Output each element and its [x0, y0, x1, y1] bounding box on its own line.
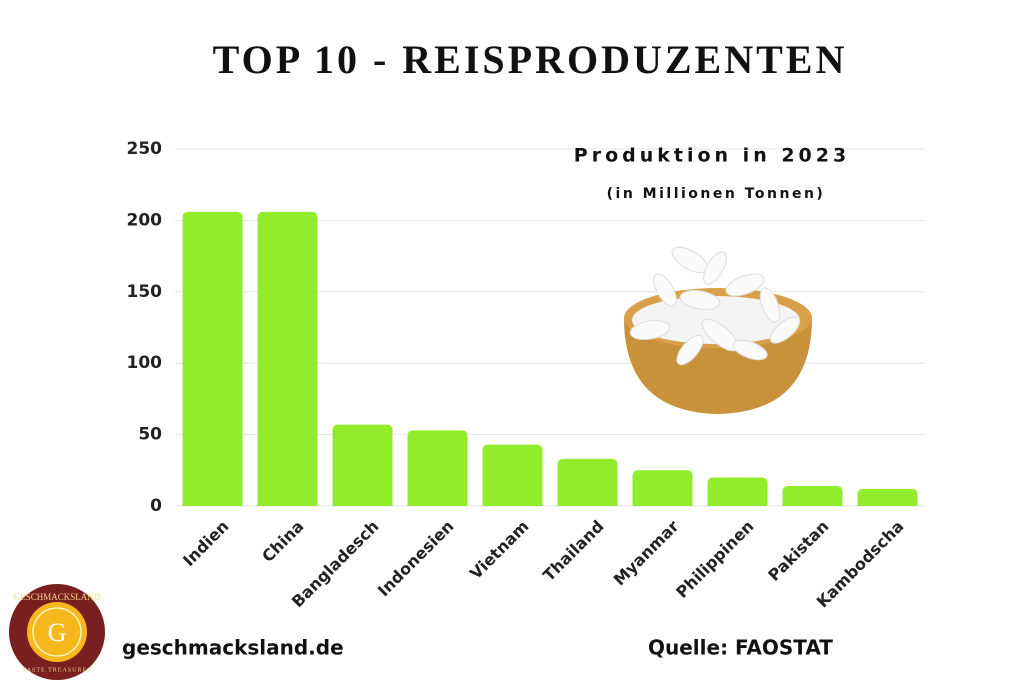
y-tick-label: 150	[127, 282, 163, 302]
chart-title: TOP 10 - REISPRODUZENTEN	[213, 37, 848, 82]
y-tick-label: 100	[127, 353, 163, 373]
x-tick-label: Pakistan	[764, 517, 832, 585]
source: Quelle: FAOSTAT	[648, 636, 833, 660]
rice-bowl	[624, 246, 812, 414]
logo: G GESCHMACKSLAND TASTE TREASURES	[9, 584, 105, 680]
x-tick-label: China	[258, 517, 307, 566]
chart-subtitle: Produktion in 2023	[574, 145, 850, 167]
y-tick-label: 0	[150, 496, 162, 516]
x-tick-label: Indonesien	[374, 517, 458, 601]
bar	[332, 424, 393, 506]
bar	[482, 444, 543, 506]
x-tick-label: Indien	[179, 517, 232, 570]
logo-letter: G	[48, 618, 67, 647]
bar	[182, 211, 243, 506]
x-tick-label: Thailand	[539, 517, 607, 585]
y-tick-label: 250	[127, 139, 163, 159]
bar	[782, 486, 843, 506]
bar	[557, 458, 618, 506]
unit-note: (in Millionen Tonnen)	[607, 186, 826, 202]
y-tick-label: 50	[138, 425, 162, 445]
bar	[407, 430, 468, 506]
website: geschmacksland.de	[122, 636, 344, 660]
bar	[707, 477, 768, 506]
bar	[632, 470, 693, 506]
bar	[857, 488, 918, 506]
x-tick-label: Vietnam	[466, 517, 532, 583]
x-tick-label: Philippinen	[672, 517, 757, 602]
y-tick-label: 200	[127, 210, 163, 230]
x-tick-label: Myanmar	[610, 517, 683, 590]
bar	[257, 211, 318, 506]
logo-name: GESCHMACKSLAND	[14, 592, 101, 602]
logo-tagline: TASTE TREASURES	[23, 667, 92, 673]
